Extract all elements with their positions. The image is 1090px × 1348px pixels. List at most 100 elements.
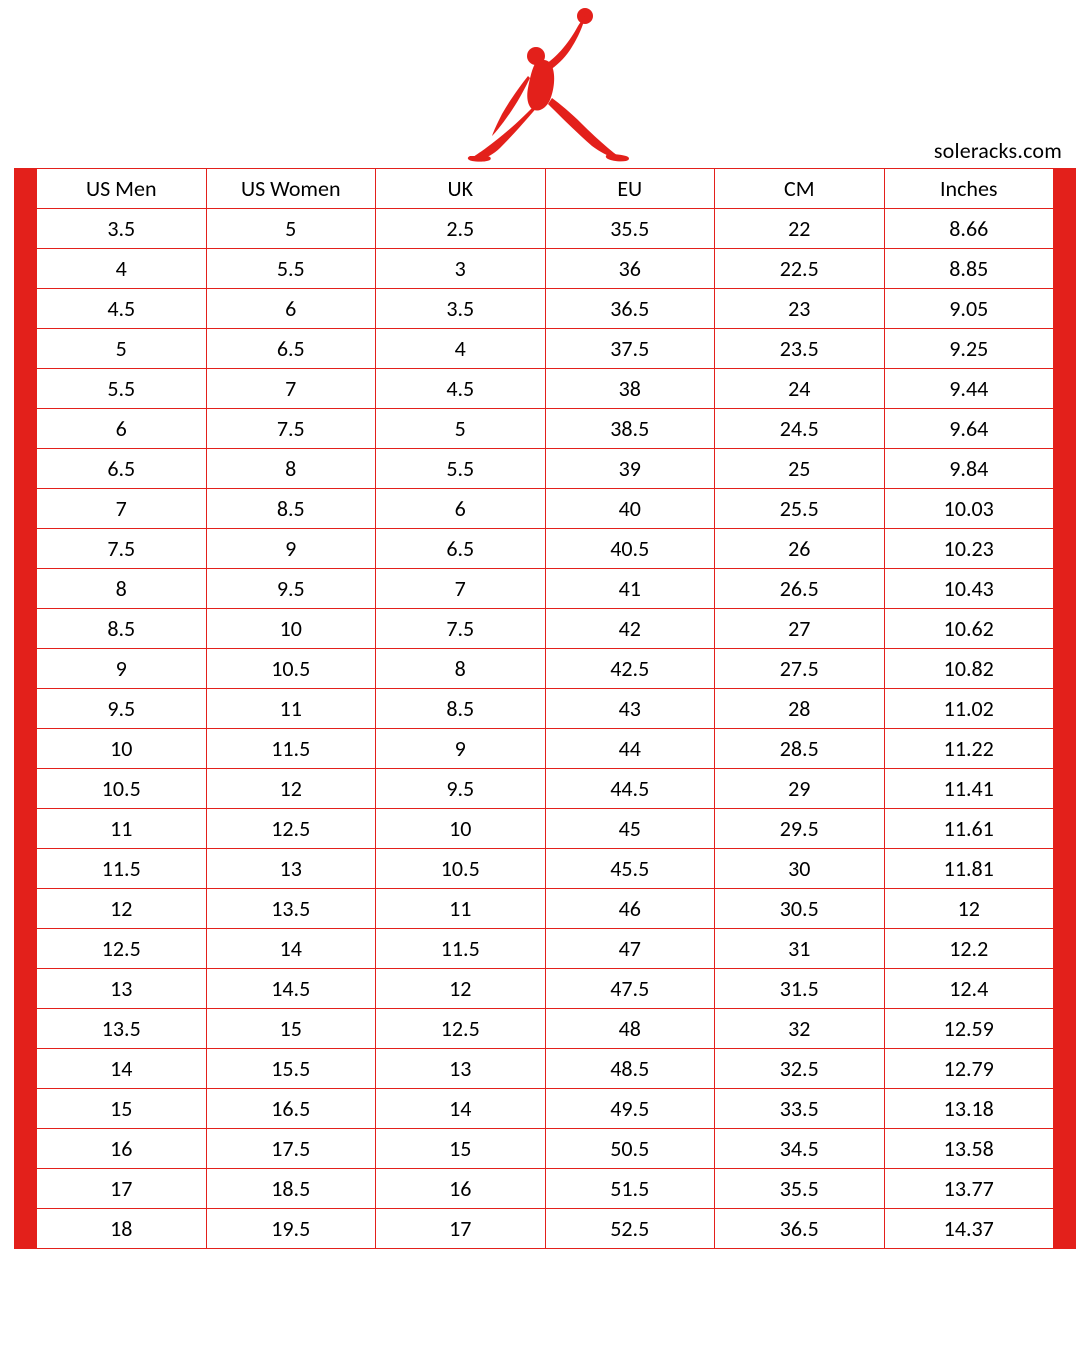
table-cell: 11.5 — [206, 729, 376, 769]
table-cell: 16 — [37, 1129, 207, 1169]
table-row: 89.574126.510.43 — [37, 569, 1054, 609]
table-cell: 9.44 — [884, 369, 1054, 409]
table-cell: 12.4 — [884, 969, 1054, 1009]
table-row: 67.5538.524.59.64 — [37, 409, 1054, 449]
table-cell: 3.5 — [37, 209, 207, 249]
table-cell: 10.5 — [206, 649, 376, 689]
table-cell: 5 — [206, 209, 376, 249]
table-cell: 11 — [37, 809, 207, 849]
table-cell: 38.5 — [545, 409, 715, 449]
table-cell: 11.5 — [37, 849, 207, 889]
header: soleracks.com — [0, 0, 1090, 168]
size-chart-table: US MenUS WomenUKEUCMInches 3.552.535.522… — [36, 168, 1054, 1249]
table-cell: 18 — [37, 1209, 207, 1249]
table-cell: 11.61 — [884, 809, 1054, 849]
table-cell: 8 — [376, 649, 546, 689]
table-cell: 24 — [715, 369, 885, 409]
table-cell: 11 — [206, 689, 376, 729]
table-cell: 4 — [376, 329, 546, 369]
table-header-row: US MenUS WomenUKEUCMInches — [37, 169, 1054, 209]
table-cell: 49.5 — [545, 1089, 715, 1129]
table-row: 3.552.535.5228.66 — [37, 209, 1054, 249]
table-cell: 11.02 — [884, 689, 1054, 729]
table-cell: 16.5 — [206, 1089, 376, 1129]
table-cell: 5.5 — [376, 449, 546, 489]
column-header: US Women — [206, 169, 376, 209]
table-cell: 5 — [376, 409, 546, 449]
column-header: CM — [715, 169, 885, 209]
table-cell: 29 — [715, 769, 885, 809]
table-cell: 17 — [376, 1209, 546, 1249]
table-cell: 7 — [376, 569, 546, 609]
table-cell: 7 — [206, 369, 376, 409]
table-cell: 23.5 — [715, 329, 885, 369]
table-cell: 6 — [376, 489, 546, 529]
table-row: 1415.51348.532.512.79 — [37, 1049, 1054, 1089]
table-cell: 13.77 — [884, 1169, 1054, 1209]
table-cell: 4 — [37, 249, 207, 289]
table-cell: 42.5 — [545, 649, 715, 689]
table-row: 1516.51449.533.513.18 — [37, 1089, 1054, 1129]
column-header: US Men — [37, 169, 207, 209]
table-cell: 28 — [715, 689, 885, 729]
table-row: 78.564025.510.03 — [37, 489, 1054, 529]
table-row: 6.585.539259.84 — [37, 449, 1054, 489]
table-cell: 48.5 — [545, 1049, 715, 1089]
table-cell: 32 — [715, 1009, 885, 1049]
table-row: 12.51411.5473112.2 — [37, 929, 1054, 969]
table-row: 13.51512.5483212.59 — [37, 1009, 1054, 1049]
table-cell: 8 — [37, 569, 207, 609]
table-cell: 13 — [206, 849, 376, 889]
table-row: 7.596.540.52610.23 — [37, 529, 1054, 569]
table-cell: 12 — [884, 889, 1054, 929]
table-cell: 13.5 — [206, 889, 376, 929]
table-cell: 30.5 — [715, 889, 885, 929]
table-header: US MenUS WomenUKEUCMInches — [37, 169, 1054, 209]
jumpman-logo-icon — [450, 6, 640, 166]
table-cell: 13 — [376, 1049, 546, 1089]
table-cell: 10.82 — [884, 649, 1054, 689]
table-cell: 10.5 — [376, 849, 546, 889]
table-cell: 11.5 — [376, 929, 546, 969]
table-cell: 45.5 — [545, 849, 715, 889]
table-cell: 6.5 — [37, 449, 207, 489]
table-cell: 40 — [545, 489, 715, 529]
table-cell: 42 — [545, 609, 715, 649]
table-cell: 3.5 — [376, 289, 546, 329]
table-cell: 9.25 — [884, 329, 1054, 369]
table-cell: 40.5 — [545, 529, 715, 569]
table-cell: 52.5 — [545, 1209, 715, 1249]
table-cell: 9.5 — [376, 769, 546, 809]
table-cell: 25 — [715, 449, 885, 489]
table-cell: 38 — [545, 369, 715, 409]
table-cell: 34.5 — [715, 1129, 885, 1169]
table-cell: 15 — [37, 1089, 207, 1129]
table-cell: 7.5 — [37, 529, 207, 569]
table-cell: 13.18 — [884, 1089, 1054, 1129]
table-cell: 13 — [37, 969, 207, 1009]
table-row: 4.563.536.5239.05 — [37, 289, 1054, 329]
table-cell: 36 — [545, 249, 715, 289]
table-cell: 43 — [545, 689, 715, 729]
table-cell: 31.5 — [715, 969, 885, 1009]
table-cell: 27.5 — [715, 649, 885, 689]
table-cell: 4.5 — [376, 369, 546, 409]
table-cell: 9 — [376, 729, 546, 769]
table-row: 1819.51752.536.514.37 — [37, 1209, 1054, 1249]
table-row: 1718.51651.535.513.77 — [37, 1169, 1054, 1209]
table-cell: 30 — [715, 849, 885, 889]
table-cell: 7.5 — [376, 609, 546, 649]
table-body: 3.552.535.5228.6645.533622.58.854.563.53… — [37, 209, 1054, 1249]
table-row: 1112.5104529.511.61 — [37, 809, 1054, 849]
table-cell: 6 — [206, 289, 376, 329]
table-cell: 32.5 — [715, 1049, 885, 1089]
table-cell: 41 — [545, 569, 715, 609]
table-cell: 11 — [376, 889, 546, 929]
table-cell: 26.5 — [715, 569, 885, 609]
table-cell: 29.5 — [715, 809, 885, 849]
table-cell: 33.5 — [715, 1089, 885, 1129]
table-cell: 26 — [715, 529, 885, 569]
table-cell: 25.5 — [715, 489, 885, 529]
table-cell: 7 — [37, 489, 207, 529]
table-row: 9.5118.5432811.02 — [37, 689, 1054, 729]
